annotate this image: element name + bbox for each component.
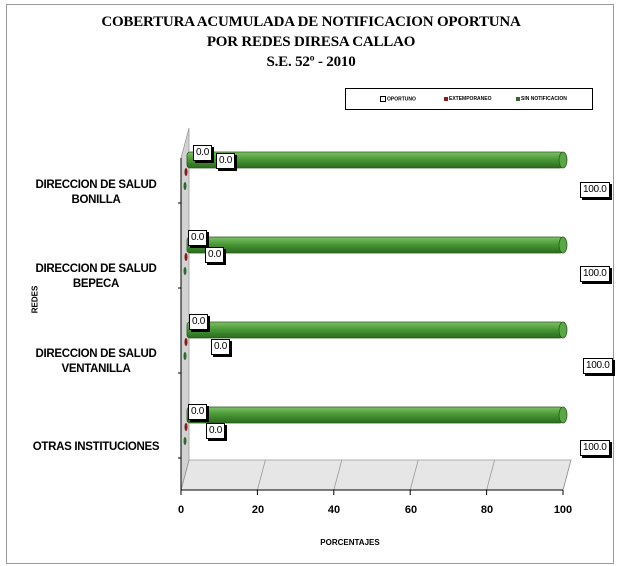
bar-end-cap-oportuno-bonilla	[558, 151, 568, 169]
bar-oportuno-ventanilla	[186, 321, 564, 339]
bar-extemporaneo-otras	[184, 423, 188, 431]
data-label-extemporaneo-bonilla: 0.0	[193, 145, 213, 161]
floor-gridline-20	[257, 459, 266, 491]
category-label-bonilla-line-1: DIRECCION DE SALUD	[35, 179, 157, 191]
data-label-oportuno-bonilla: 100.0	[580, 182, 610, 198]
legend-swatch-extemporaneo	[444, 96, 448, 101]
category-label-ventanilla: DIRECCION DE SALUD VENTANILLA	[16, 347, 176, 377]
floor-gridline-60	[409, 459, 419, 491]
chart-title-line-3: S.E. 52º - 2010	[266, 54, 356, 70]
category-label-bepeca: DIRECCION DE SALUD BEPECA	[16, 262, 176, 292]
bar-sin-notificacion-bonilla	[183, 182, 187, 190]
x-tick-label-60: 60	[404, 504, 418, 516]
legend-label-oportuno: OPORTUNO	[387, 96, 416, 103]
floor-gridline-80	[486, 459, 495, 491]
floor-gridline-0	[180, 459, 190, 491]
x-axis-label: PORCENTAJES	[320, 538, 380, 547]
category-label-ventanilla-line-1: DIRECCION DE SALUD	[35, 348, 157, 360]
data-label-sin-notificacion-bonilla: 0.0	[216, 153, 236, 169]
x-tick-label-0: 0	[177, 504, 185, 516]
data-label-extemporaneo-bepeca: 0.0	[188, 230, 208, 246]
data-label-sin-notificacion-bepeca: 0.0	[205, 247, 225, 263]
legend-swatch-oportuno	[380, 96, 386, 102]
bar-sin-notificacion-ventanilla	[183, 352, 187, 360]
chart-legend: OPORTUNO EXTEMPORANEO SIN NOTIFICACION	[345, 88, 593, 110]
bar-sin-notificacion-otras	[183, 437, 187, 445]
bar-end-cap-oportuno-otras	[558, 406, 568, 424]
chart-title-line-1: COBERTURA ACUMULADA DE NOTIFICACION OPOR…	[101, 14, 521, 30]
data-label-extemporaneo-ventanilla: 0.0	[189, 314, 209, 330]
data-label-oportuno-ventanilla: 100.0	[583, 358, 613, 374]
category-label-bonilla-line-2: BONILLA	[71, 194, 121, 206]
legend-item-extemporaneo: EXTEMPORANEO	[444, 96, 492, 102]
bar-end-cap-oportuno-bepeca	[558, 236, 568, 254]
chart-title-line-2: POR REDES DIRESA CALLAO	[206, 34, 416, 50]
category-label-otras-line-1: OTRAS INSTITUCIONES	[32, 441, 160, 453]
category-label-otras: OTRAS INSTITUCIONES	[16, 440, 176, 455]
legend-label-sin-notificacion: SIN NOTIFICACION	[521, 96, 567, 102]
x-tick-label-80: 80	[480, 504, 494, 516]
legend-item-sin-notificacion: SIN NOTIFICACION	[516, 96, 567, 102]
category-label-ventanilla-line-2: VENTANILLA	[61, 363, 131, 375]
data-label-oportuno-bepeca: 100.0	[580, 266, 610, 282]
bar-extemporaneo-bonilla	[184, 168, 188, 176]
bar-oportuno-otras	[186, 406, 564, 424]
legend-swatch-sin-notificacion	[516, 96, 520, 101]
data-label-extemporaneo-otras: 0.0	[188, 404, 208, 420]
bar-oportuno-bonilla	[186, 151, 564, 169]
bar-oportuno-bepeca	[186, 236, 564, 254]
x-tick-label-100: 100	[553, 504, 573, 516]
x-tick-label-40: 40	[327, 504, 341, 516]
bar-sin-notificacion-bepeca	[183, 267, 187, 275]
category-label-bepeca-line-2: BEPECA	[72, 278, 120, 290]
x-tick-label-20: 20	[251, 504, 265, 516]
category-label-bonilla: DIRECCION DE SALUD BONILLA	[16, 178, 176, 208]
data-label-sin-notificacion-otras: 0.0	[206, 423, 226, 439]
bar-extemporaneo-ventanilla	[184, 338, 188, 346]
bar-end-cap-oportuno-ventanilla	[558, 321, 568, 339]
data-label-oportuno-otras: 100.0	[580, 440, 610, 456]
floor-gridline-100	[562, 459, 572, 491]
legend-item-oportuno: OPORTUNO	[380, 96, 416, 102]
category-label-bepeca-line-1: DIRECCION DE SALUD	[35, 263, 157, 275]
floor-gridline-40	[333, 459, 343, 491]
data-label-sin-notificacion-ventanilla: 0.0	[211, 339, 231, 355]
bar-extemporaneo-bepeca	[184, 253, 188, 261]
plot-floor	[180, 459, 572, 491]
legend-label-extemporaneo: EXTEMPORANEO	[449, 96, 492, 102]
